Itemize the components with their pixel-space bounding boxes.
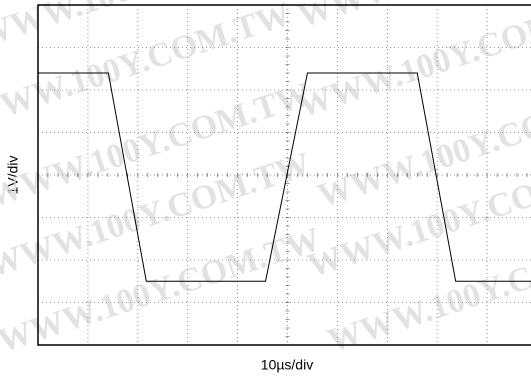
x-axis-label: 10µs/div <box>261 357 313 373</box>
plot-frame <box>37 4 531 346</box>
waveform <box>38 72 531 282</box>
y-axis-label: 1V/div <box>5 156 21 195</box>
